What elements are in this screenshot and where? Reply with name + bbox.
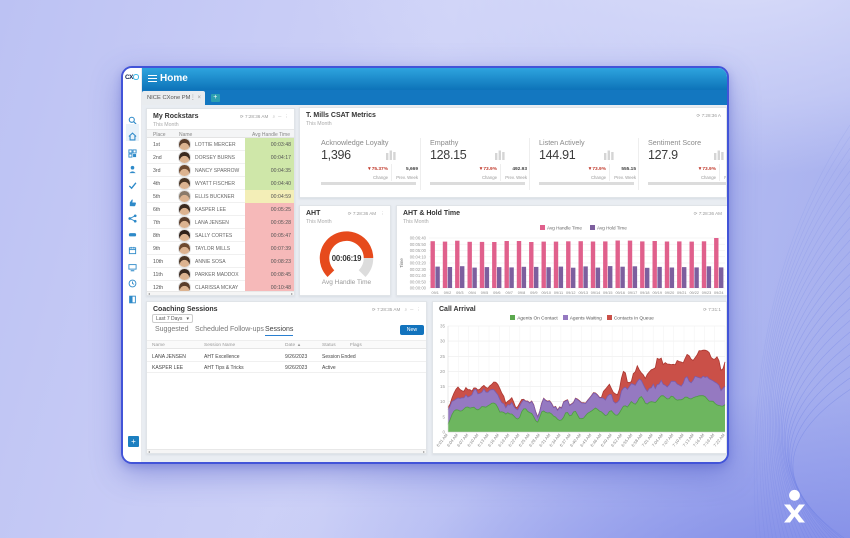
svg-text:09/18: 09/18 <box>640 291 650 295</box>
svg-text:00:03:20: 00:03:20 <box>410 261 427 266</box>
svg-text:09/3: 09/3 <box>456 291 463 295</box>
svg-text:09/1: 09/1 <box>432 291 439 295</box>
svg-text:20: 20 <box>440 369 446 374</box>
svg-text:09/17: 09/17 <box>628 291 638 295</box>
svg-text:00:02:30: 00:02:30 <box>410 267 427 272</box>
svg-text:09/14: 09/14 <box>591 291 601 295</box>
svg-text:09/2: 09/2 <box>444 291 451 295</box>
svg-text:09/22: 09/22 <box>689 291 699 295</box>
svg-text:09/6: 09/6 <box>493 291 500 295</box>
svg-text:09/9: 09/9 <box>530 291 537 295</box>
svg-text:15: 15 <box>440 384 446 389</box>
svg-text:35: 35 <box>440 324 446 329</box>
svg-text:09/24: 09/24 <box>714 291 724 295</box>
svg-text:00:05:50: 00:05:50 <box>410 242 427 247</box>
svg-text:09/7: 09/7 <box>506 291 513 295</box>
svg-text:30: 30 <box>440 339 446 344</box>
svg-text:10: 10 <box>440 399 446 404</box>
svg-text:09/10: 09/10 <box>541 291 551 295</box>
svg-text:09/11: 09/11 <box>554 291 563 295</box>
svg-text:7:22 AM: 7:22 AM <box>712 432 726 448</box>
svg-text:09/16: 09/16 <box>615 291 625 295</box>
svg-text:09/5: 09/5 <box>481 291 488 295</box>
svg-text:0: 0 <box>442 430 445 435</box>
svg-text:09/21: 09/21 <box>677 291 687 295</box>
svg-text:09/23: 09/23 <box>702 291 712 295</box>
svg-text:00:06:40: 00:06:40 <box>410 236 427 241</box>
svg-text:09/13: 09/13 <box>578 291 588 295</box>
svg-text:Avg Handle Time: Avg Handle Time <box>322 279 372 286</box>
svg-text:09/19: 09/19 <box>652 291 662 295</box>
svg-text:09/20: 09/20 <box>665 291 675 295</box>
svg-text:25: 25 <box>440 354 446 359</box>
svg-text:09/15: 09/15 <box>603 291 613 295</box>
svg-text:Avg Hold Time: Avg Hold Time <box>597 226 627 231</box>
svg-text:00:04:10: 00:04:10 <box>410 254 427 259</box>
svg-text:00:06:19: 00:06:19 <box>332 254 362 263</box>
svg-text:09/12: 09/12 <box>566 291 576 295</box>
svg-text:00:01:40: 00:01:40 <box>410 273 427 278</box>
svg-text:00:00:00: 00:00:00 <box>410 286 427 291</box>
svg-text:Avg Handle Time: Avg Handle Time <box>547 226 582 231</box>
svg-text:09/8: 09/8 <box>518 291 525 295</box>
svg-text:00:00:50: 00:00:50 <box>410 279 427 284</box>
svg-text:09/4: 09/4 <box>469 291 476 295</box>
svg-text:5: 5 <box>442 414 445 419</box>
svg-text:00:05:00: 00:05:00 <box>410 248 427 253</box>
svg-text:Time: Time <box>399 258 404 268</box>
